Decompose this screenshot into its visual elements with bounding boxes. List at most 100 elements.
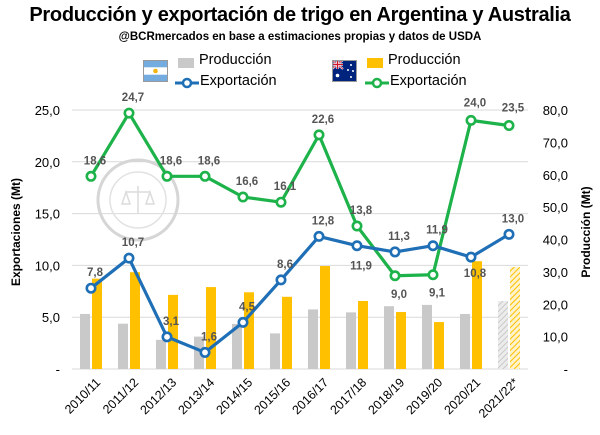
y-left-tick-label: 20,0 (35, 155, 60, 170)
bar-layer (80, 261, 520, 369)
aus-export-data-label: 18,6 (84, 155, 106, 167)
aus-export-data-label: 18,6 (198, 155, 220, 167)
arg-export-data-label: 11,3 (388, 231, 410, 243)
arg-export-data-label: 13,0 (502, 213, 524, 225)
legend-arg-export-label: Exportación (200, 73, 277, 89)
bar-aus-production (320, 266, 330, 369)
bar-arg-production (460, 313, 470, 369)
arg-export-point (85, 282, 97, 294)
aus-export-data-label: 18,6 (160, 155, 182, 167)
arg-export-data-label: 10,8 (464, 268, 487, 280)
arg-export-point (123, 252, 135, 264)
arg-export-data-label: 11,9 (350, 261, 372, 273)
axis-layer: - 5,0 10,0 15,0 20,0 25,0 - 10,0 20,0 30,0 40,0 50,… (35, 103, 568, 421)
watermark-layer (96, 158, 180, 242)
arg-export-data-label: 8,6 (277, 259, 293, 271)
arg-export-data-label: 11,9 (426, 225, 448, 237)
line-layer (85, 107, 515, 358)
y-left-tick-label: - (56, 362, 60, 377)
bar-arg-production (118, 323, 128, 369)
bar-arg-production (498, 301, 508, 369)
aus-export-point (465, 114, 477, 126)
y-right-tick-label: - (564, 362, 568, 377)
arg-export-point (161, 331, 173, 343)
arg-export-data-label: 7,8 (87, 267, 104, 279)
arg-export-data-label: 1,6 (201, 331, 217, 343)
arg-export-point (427, 240, 439, 252)
aus-export-data-label: 16,6 (236, 176, 258, 188)
watermark-seal-ring (96, 158, 180, 242)
legend-arg-export-line (175, 77, 199, 89)
arg-export-point (237, 316, 249, 328)
arg-export-point (199, 346, 211, 358)
y-left-tick-label: 5,0 (42, 310, 60, 325)
x-tick-label: 2017/18 (327, 375, 369, 417)
arg-export-data-label: 12,8 (312, 215, 335, 227)
y-right-tick-label: 10,0 (543, 330, 568, 345)
y-right-tick-label: 20,0 (543, 297, 568, 312)
y-right-tick-label: 60,0 (543, 168, 568, 183)
bar-aus-production (358, 301, 368, 369)
bar-aus-production (282, 296, 292, 369)
arg-export-point (389, 246, 401, 258)
arg-export-line (90, 232, 510, 355)
bar-aus-production (472, 261, 482, 369)
watermark-scale-icon (120, 186, 156, 214)
aus-export-point (389, 270, 401, 282)
bar-aus-production (206, 287, 216, 369)
bar-aus-production (434, 322, 444, 369)
legend-aus-production-label: Producción (388, 52, 461, 68)
aus-export-data-label: 16,1 (274, 181, 297, 193)
argentina-flag-icon (143, 60, 168, 82)
x-tick-label: 2016/17 (289, 375, 331, 417)
y-right-tick-label: 50,0 (543, 200, 568, 215)
x-tick-label: 2011/12 (100, 375, 141, 416)
y-right-tick-label: 30,0 (543, 265, 568, 280)
label-layer: 18,6 24,7 18,6 18,6 16,6 16,1 22,6 13,8 9,0 9,1 24… (84, 92, 525, 343)
aus-export-point (237, 191, 249, 203)
arg-export-data-label: 10,7 (122, 237, 144, 249)
chart-title: Producción y exportación de trigo en Arg… (29, 4, 571, 26)
x-tick-label: 2015/16 (251, 375, 293, 417)
aus-export-point (123, 107, 135, 119)
arg-export-point (351, 240, 363, 252)
bar-aus-production (92, 278, 102, 369)
aus-export-point (161, 170, 173, 182)
bar-aus-production (130, 272, 140, 369)
legend-aus-export-line (365, 77, 389, 89)
aus-export-data-label: 22,6 (312, 114, 334, 126)
aus-export-point (351, 220, 363, 232)
bar-arg-production (194, 336, 204, 369)
x-tick-label: 2018/19 (365, 375, 407, 417)
x-tick-label: 2012/13 (137, 375, 179, 417)
aus-export-point (199, 170, 211, 182)
watermark-seal-inner (109, 171, 167, 229)
bar-arg-production (80, 313, 90, 369)
aus-export-point (313, 129, 325, 141)
x-tick-label: 2010/11 (62, 375, 103, 416)
arg-export-data-label: 4,5 (239, 301, 256, 313)
legend-arg-production-swatch (178, 58, 194, 68)
arg-export-data-label: 3,1 (163, 316, 180, 328)
arg-export-point (313, 230, 325, 242)
aus-export-point (275, 196, 287, 208)
aus-export-data-label: 23,5 (502, 103, 525, 115)
aus-export-point (427, 269, 439, 281)
aus-export-data-label: 24,7 (122, 92, 144, 104)
bar-arg-production (308, 309, 318, 369)
bar-arg-production (422, 304, 432, 369)
y-left-tick-label: 15,0 (35, 207, 60, 222)
australia-flag-icon (332, 60, 357, 82)
aus-export-data-label: 9,0 (391, 289, 407, 301)
x-tick-label: 2013/14 (175, 375, 217, 417)
x-tick-label: 2019/20 (403, 375, 445, 417)
arg-export-point (465, 251, 477, 263)
aus-export-data-label: 9,1 (429, 288, 446, 300)
y-right-tick-label: 80,0 (543, 103, 568, 118)
aus-export-data-label: 24,0 (464, 97, 486, 109)
y-right-tick-label: 70,0 (543, 135, 568, 150)
bar-arg-production (346, 312, 356, 369)
arg-export-point (503, 228, 515, 240)
legend-arg-production-label: Producción (199, 52, 272, 68)
